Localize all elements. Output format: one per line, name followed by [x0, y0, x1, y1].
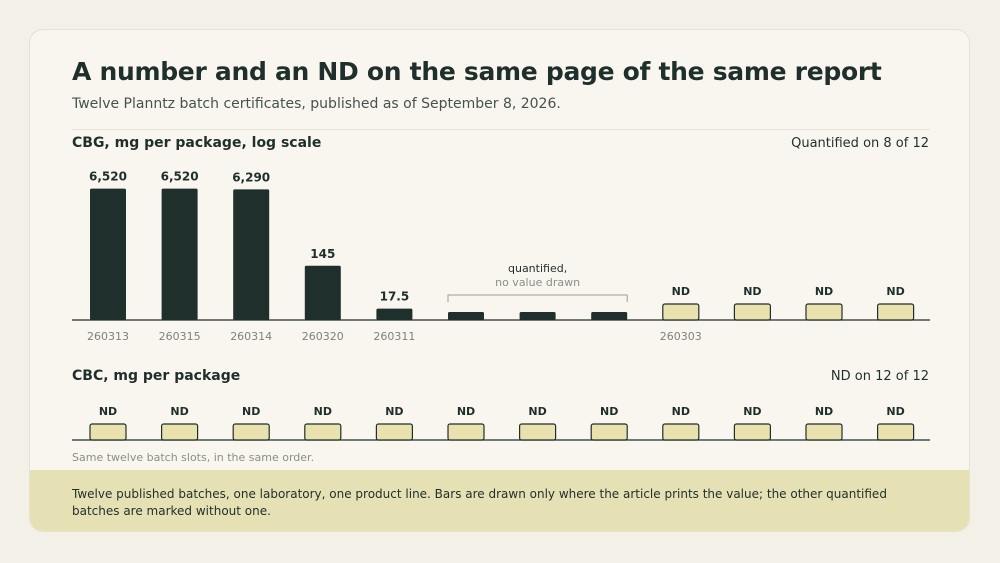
cbg-nd-label: ND [886, 285, 904, 298]
cbg-quantified-marker [591, 312, 628, 320]
cbc-nd-label: ND [600, 405, 618, 418]
footer-note: Twelve published batches, one laboratory… [30, 470, 969, 531]
cbc-nd-label: ND [170, 405, 188, 418]
cbg-quantified-marker [519, 312, 556, 320]
cbc-nd-marker [89, 423, 127, 441]
page-title: A number and an ND on the same page of t… [72, 57, 882, 86]
cbc-nd-marker [662, 423, 700, 441]
cbc-nd-label: ND [314, 405, 332, 418]
cbg-bar [376, 308, 413, 320]
cbg-batch-label: 260303 [660, 330, 702, 343]
cbg-batch-label: 260313 [87, 330, 129, 343]
cbc-nd-marker [304, 423, 342, 441]
cbg-count-label: Quantified on 8 of 12 [791, 136, 929, 151]
annotation-bracket [447, 294, 628, 302]
cbc-nd-label: ND [815, 405, 833, 418]
cbc-nd-marker [590, 423, 628, 441]
divider [72, 129, 930, 130]
cbg-nd-marker [662, 303, 700, 321]
cbg-nd-label: ND [815, 285, 833, 298]
cbc-nd-marker [161, 423, 199, 441]
cbc-nd-label: ND [672, 405, 690, 418]
cbg-value-label: 145 [310, 247, 335, 261]
cbc-nd-marker [805, 423, 843, 441]
cbc-nd-label: ND [743, 405, 761, 418]
page-subtitle: Twelve Planntz batch certificates, publi… [72, 96, 561, 112]
cbg-batch-label: 260311 [373, 330, 415, 343]
cbc-nd-label: ND [886, 405, 904, 418]
chart-note: Same twelve batch slots, in the same ord… [72, 451, 315, 464]
cbc-panel-title: CBC, mg per package [72, 368, 241, 384]
cbg-bar [233, 189, 270, 320]
cbg-value-label: 6,520 [89, 170, 127, 184]
annotation-line-1: quantified, [508, 262, 567, 275]
cbg-bar [161, 188, 198, 320]
cbg-batch-label: 260320 [302, 330, 344, 343]
annotation-line-2: no value drawn [495, 276, 580, 289]
cbg-nd-marker [805, 303, 843, 321]
cbg-bar [90, 188, 126, 320]
cbc-count-label: ND on 12 of 12 [830, 369, 929, 384]
cbc-nd-marker [447, 423, 485, 441]
cbg-nd-label: ND [672, 285, 690, 298]
cbc-nd-marker [375, 423, 413, 441]
report-card: A number and an ND on the same page of t… [29, 29, 970, 532]
cbc-nd-label: ND [242, 405, 260, 418]
cbg-batch-label: 260314 [230, 330, 272, 343]
cbg-value-label: 6,520 [161, 170, 199, 184]
cbg-nd-label: ND [743, 285, 761, 298]
cbg-panel-title: CBG, mg per package, log scale [72, 135, 322, 151]
cbc-nd-marker [733, 423, 772, 441]
cbg-value-label: 17.5 [380, 290, 410, 304]
cbc-nd-marker [519, 423, 557, 441]
cbc-nd-marker [232, 423, 270, 441]
cbg-quantified-marker [448, 312, 484, 320]
cbc-nd-label: ND [385, 405, 403, 418]
cbc-nd-label: ND [528, 405, 546, 418]
cbg-bar [304, 265, 341, 320]
cbg-nd-marker [733, 303, 772, 321]
cbc-nd-marker [876, 423, 915, 441]
batch-charts: 6,520 260313 6,520 260315 6,290 260314 145 2603… [72, 170, 930, 441]
cbg-value-label: 6,290 [232, 170, 270, 184]
cbg-nd-marker [876, 303, 915, 321]
cbc-nd-label: ND [457, 405, 475, 418]
cbg-batch-label: 260315 [159, 330, 201, 343]
cbc-nd-label: ND [99, 405, 117, 418]
